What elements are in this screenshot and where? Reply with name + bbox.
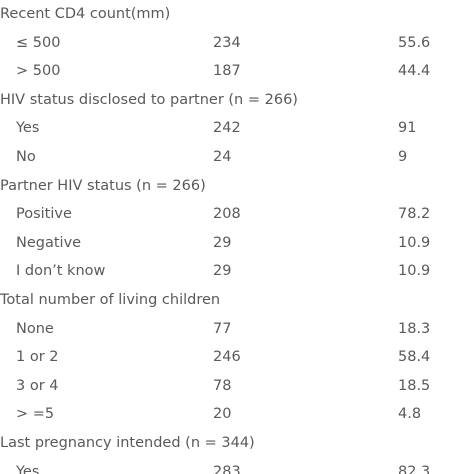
percent: 4.8 xyxy=(398,406,422,423)
count: 29 xyxy=(213,234,232,251)
count: 242 xyxy=(213,120,241,137)
row-label: Yes xyxy=(16,120,40,137)
row-label: I don’t know xyxy=(16,263,106,280)
row-label: Positive xyxy=(16,206,72,223)
percent: 58.4 xyxy=(398,349,431,366)
section-title: HIV status disclosed to partner (n = 266… xyxy=(0,91,298,108)
percent: 78.2 xyxy=(398,206,431,223)
percent: 91 xyxy=(398,120,417,137)
section-title: Last pregnancy intended (n = 344) xyxy=(0,435,255,451)
row-label: > =5 xyxy=(16,406,55,423)
row-label: Yes xyxy=(16,463,40,474)
count: 187 xyxy=(213,63,241,80)
section-title: Total number of living children xyxy=(0,292,221,308)
row-label: No xyxy=(16,149,36,165)
count: 78 xyxy=(213,377,232,394)
count: 29 xyxy=(213,263,232,280)
count: 77 xyxy=(213,320,232,337)
percent: 18.5 xyxy=(398,377,431,394)
row-label: 1 or 2 xyxy=(16,349,59,366)
row-label: ≤ 500 xyxy=(16,34,61,51)
percent: 10.9 xyxy=(398,263,431,280)
row-label: 3 or 4 xyxy=(16,377,59,394)
count: 24 xyxy=(213,149,232,165)
count: 234 xyxy=(213,34,241,51)
row-label: > 500 xyxy=(16,63,61,80)
percent: 82.3 xyxy=(398,463,431,474)
row-label: Negative xyxy=(16,234,82,251)
row-label: None xyxy=(16,320,54,337)
section-title: Partner HIV status (n = 266) xyxy=(0,177,206,194)
percent: 18.3 xyxy=(398,320,431,337)
section-title: Recent CD4 count(mm) xyxy=(0,6,171,22)
count: 246 xyxy=(213,349,241,366)
count: 208 xyxy=(213,206,241,223)
percent: 9 xyxy=(398,149,408,165)
count: 283 xyxy=(213,463,241,474)
percent: 10.9 xyxy=(398,234,431,251)
percent: 55.6 xyxy=(398,34,431,51)
count: 20 xyxy=(213,406,232,423)
percent: 44.4 xyxy=(398,63,431,80)
